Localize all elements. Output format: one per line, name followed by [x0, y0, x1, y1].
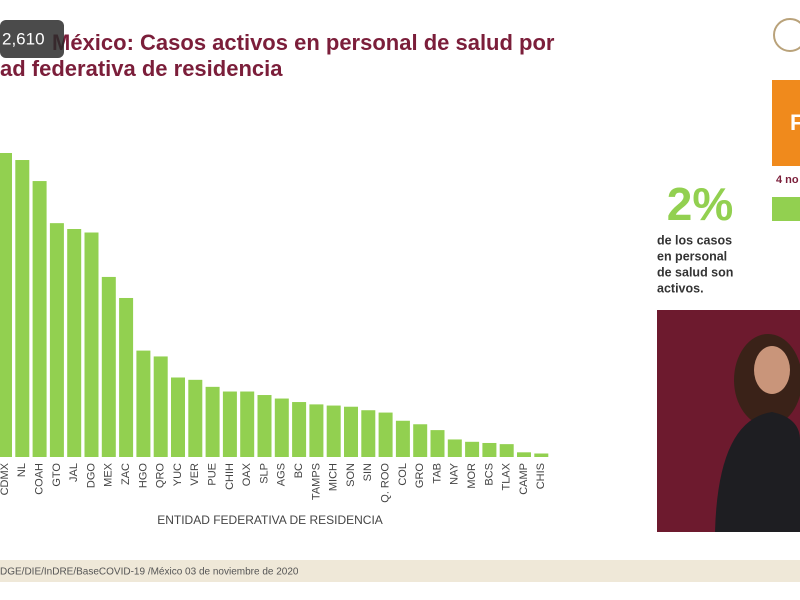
callout-text: activos.	[657, 281, 704, 295]
x-tick-label: DGO	[85, 463, 97, 489]
bar	[378, 412, 393, 457]
badge-letter: F	[790, 110, 800, 135]
x-tick-label: PUE	[207, 463, 219, 486]
bar	[361, 410, 376, 457]
x-tick-label: SON	[345, 463, 357, 487]
footer-text: DGE/DIE/InDRE/BaseCOVID-19 /México 03 de…	[0, 567, 299, 578]
bar	[430, 430, 445, 457]
x-tick-label: HGO	[137, 463, 149, 489]
x-tick-label: GRO	[414, 463, 426, 489]
x-tick-label: CDMX	[0, 462, 11, 495]
bar	[274, 398, 289, 457]
x-tick-label: JAL	[68, 463, 80, 482]
bar	[413, 424, 428, 457]
bar	[153, 356, 168, 457]
footer-band	[0, 560, 800, 582]
callout-text: de los casos	[657, 233, 732, 247]
bar	[84, 232, 99, 457]
badge-bar	[772, 197, 800, 221]
x-tick-label: SIN	[362, 463, 374, 481]
badge-date: 4 no	[776, 174, 799, 186]
x-tick-label: MICH	[328, 463, 340, 491]
bar	[188, 379, 203, 457]
x-tick-label: MEX	[103, 462, 115, 487]
x-tick-label: VER	[189, 463, 201, 486]
title-line: México: Casos activos en personal de sal…	[52, 30, 555, 55]
bar	[205, 386, 220, 457]
bar	[395, 420, 410, 457]
bar	[447, 439, 462, 457]
x-tick-label: MOR	[466, 463, 478, 489]
bar	[499, 444, 514, 457]
overlay-text: 2,610	[2, 29, 45, 48]
x-tick-label: TAB	[431, 463, 443, 484]
body	[715, 412, 800, 532]
overlay-box	[0, 20, 64, 58]
x-tick-label: TAMPS	[310, 463, 322, 500]
bar	[0, 153, 12, 457]
interpreter-video	[657, 310, 800, 532]
x-tick-label: Q. ROO	[380, 463, 392, 503]
bar	[482, 442, 497, 457]
bar	[49, 223, 64, 457]
bar	[465, 441, 480, 457]
x-tick-label: ZAC	[120, 463, 132, 485]
bar	[292, 402, 307, 457]
bar	[222, 391, 237, 457]
x-tick-label: SLP	[258, 463, 270, 484]
face	[754, 346, 790, 394]
bar	[15, 160, 30, 457]
x-tick-label: NAY	[449, 462, 461, 484]
title-line: ad federativa de residencia	[0, 56, 283, 81]
x-tick-label: NL	[16, 463, 28, 477]
bar	[171, 377, 185, 457]
x-tick-label: AGS	[276, 463, 288, 486]
x-tick-label: BCS	[483, 463, 495, 486]
x-tick-label: TLAX	[501, 462, 513, 490]
bar	[257, 395, 272, 457]
badge-box	[772, 80, 800, 166]
bar	[517, 452, 531, 457]
x-tick-label: QRO	[155, 463, 167, 489]
bar	[309, 404, 324, 457]
callout-text: de salud son	[657, 265, 733, 279]
bar	[119, 297, 134, 457]
bar	[32, 181, 47, 458]
x-tick-label: OAX	[241, 462, 253, 486]
x-tick-label: GTO	[51, 463, 63, 487]
x-tick-label: CHIH	[224, 463, 236, 490]
x-tick-label: COL	[397, 463, 409, 486]
bar	[136, 350, 151, 457]
x-tick-label: CHIS	[535, 463, 547, 489]
x-tick-label: COAH	[34, 463, 46, 495]
bar	[326, 405, 341, 457]
callout-value: 2%	[667, 178, 733, 230]
bar	[67, 229, 82, 457]
bar	[344, 406, 358, 457]
x-tick-label: BC	[293, 463, 305, 478]
logo	[773, 18, 800, 52]
x-tick-label: CAMP	[518, 463, 530, 495]
bar	[101, 276, 116, 457]
callout-text: en personal	[657, 249, 727, 263]
x-tick-label: YUC	[172, 463, 184, 486]
bar	[534, 453, 549, 457]
x-axis-title: ENTIDAD FEDERATIVA DE RESIDENCIA	[157, 513, 383, 527]
bar	[240, 391, 255, 457]
